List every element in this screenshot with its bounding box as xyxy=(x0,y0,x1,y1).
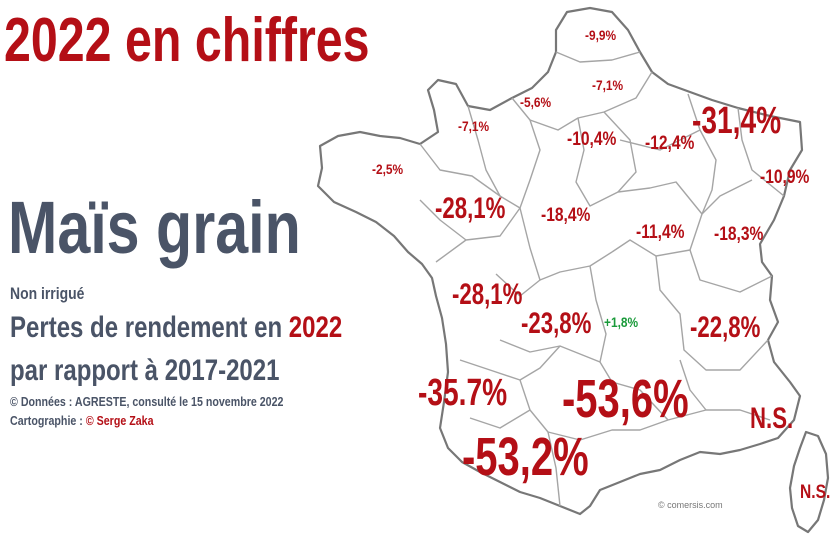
region-value-auvergne: +1,8% xyxy=(604,314,639,330)
page-title: 2022 en chiffres xyxy=(4,6,370,75)
region-value-rhone-alpes: -22,8% xyxy=(690,311,761,344)
region-value-aquitaine: -35.7% xyxy=(418,372,508,414)
reference-period-subtitle: par rapport à 2017-2021 xyxy=(10,354,280,387)
region-value-midi-pyrenees: -53,6% xyxy=(562,369,689,429)
region-value-franche-comte: -18,3% xyxy=(714,224,764,245)
cartography-author: © Serge Zaka xyxy=(85,413,154,428)
region-value-ile-de-france: -10,4% xyxy=(567,129,617,150)
yield-loss-subtitle-year: 2022 xyxy=(288,311,343,344)
region-value-bretagne: -2,5% xyxy=(372,161,404,177)
region-value-corse: N.S. xyxy=(800,482,831,503)
region-value-manche: -7,1% xyxy=(458,118,490,134)
region-value-nord: -9,9% xyxy=(585,27,617,43)
yield-loss-subtitle: Pertes de rendement en 2022 xyxy=(10,311,342,345)
region-value-marne: -12,4% xyxy=(645,133,695,154)
region-borders xyxy=(419,51,785,507)
region-value-alsace: -10,9% xyxy=(760,167,810,188)
map-credit: © comersis.com xyxy=(658,500,723,510)
crop-title: Maïs grain xyxy=(8,186,301,269)
region-value-poitou: -28,1% xyxy=(452,278,523,311)
cartography-credit: Cartographie : © Serge Zaka xyxy=(10,413,154,428)
region-value-seine-maritime: -5,6% xyxy=(520,94,552,110)
region-value-provence: N.S. xyxy=(750,402,794,435)
region-value-pyrenees: -53,2% xyxy=(462,427,589,487)
region-value-bourgogne: -11,4% xyxy=(636,222,685,243)
region-value-pays-de-la-loire: -28,1% xyxy=(435,192,506,225)
cartography-prefix: Cartographie : xyxy=(10,413,86,428)
region-value-aisne: -7,1% xyxy=(592,77,624,93)
region-value-limousin: -23,8% xyxy=(521,307,592,340)
data-source: © Données : AGRESTE, consulté le 15 nove… xyxy=(10,394,284,409)
region-value-centre: -18,4% xyxy=(541,205,591,226)
irrigation-subtitle: Non irrigué xyxy=(10,284,85,303)
yield-loss-subtitle-prefix: Pertes de rendement en xyxy=(10,311,289,344)
corsica-outline xyxy=(788,430,830,534)
region-value-lorraine: -31,4% xyxy=(692,100,782,142)
